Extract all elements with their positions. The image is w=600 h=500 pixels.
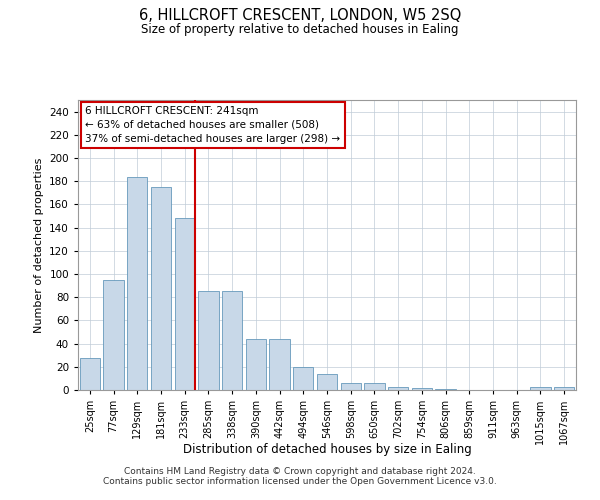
Text: Distribution of detached houses by size in Ealing: Distribution of detached houses by size …	[182, 442, 472, 456]
Bar	[412, 388, 432, 390]
Text: Size of property relative to detached houses in Ealing: Size of property relative to detached ho…	[141, 22, 459, 36]
Text: 6, HILLCROFT CRESCENT, LONDON, W5 2SQ: 6, HILLCROFT CRESCENT, LONDON, W5 2SQ	[139, 8, 461, 22]
Bar	[175, 218, 195, 390]
Bar	[222, 292, 242, 390]
Bar	[554, 386, 574, 390]
Y-axis label: Number of detached properties: Number of detached properties	[34, 158, 44, 332]
Bar	[151, 187, 171, 390]
Bar	[293, 367, 313, 390]
Text: 6 HILLCROFT CRESCENT: 241sqm
← 63% of detached houses are smaller (508)
37% of s: 6 HILLCROFT CRESCENT: 241sqm ← 63% of de…	[85, 106, 341, 144]
Bar	[317, 374, 337, 390]
Bar	[199, 292, 218, 390]
Text: Contains public sector information licensed under the Open Government Licence v3: Contains public sector information licen…	[103, 478, 497, 486]
Bar	[341, 383, 361, 390]
Bar	[436, 389, 455, 390]
Bar	[269, 339, 290, 390]
Bar	[80, 358, 100, 390]
Bar	[246, 339, 266, 390]
Text: Contains HM Land Registry data © Crown copyright and database right 2024.: Contains HM Land Registry data © Crown c…	[124, 468, 476, 476]
Bar	[388, 386, 408, 390]
Bar	[530, 386, 551, 390]
Bar	[103, 280, 124, 390]
Bar	[364, 383, 385, 390]
Bar	[127, 176, 148, 390]
